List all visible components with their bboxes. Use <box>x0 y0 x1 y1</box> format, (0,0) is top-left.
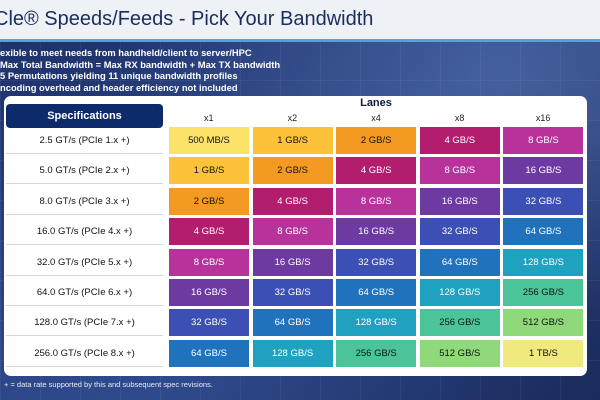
bandwidth-cell: 1 GB/S <box>169 157 249 185</box>
row-spec-label: 16.0 GT/s (PCIe 4.x +) <box>6 218 163 246</box>
lane-label-x8: x8 <box>454 113 465 123</box>
bandwidth-cell: 4 GB/S <box>169 218 249 246</box>
lane-label-x4: x4 <box>371 113 381 123</box>
bandwidth-cell: 32 GB/S <box>419 218 500 246</box>
bandwidth-cell: 32 GB/S <box>169 309 249 337</box>
row-spec-label: 2.5 GT/s (PCIe 1.x +) <box>6 127 163 154</box>
bullet-item: exible to meet needs from handheld/clien… <box>0 47 252 58</box>
bandwidth-cell: 64 GB/S <box>419 248 500 276</box>
lanes-header: Lanes <box>360 97 392 109</box>
lane-labels: x1 x2 x4 x8 x16 <box>167 113 585 125</box>
bandwidth-cell: 512 GB/S <box>503 309 584 337</box>
bandwidth-cell: 8 GB/S <box>419 157 500 185</box>
bandwidth-cell: 128 GB/S <box>252 339 333 367</box>
footnote: + = data rate supported by this and subs… <box>4 380 213 389</box>
row-spec-label: 128.0 GT/s (PCIe 7.x +) <box>6 309 163 337</box>
title-bar: Cle® Speeds/Feeds - Pick Your Bandwidth <box>0 0 600 42</box>
bullet-item: ncoding overhead and header efficiency n… <box>0 81 238 93</box>
bandwidth-cell: 64 GB/S <box>503 218 584 246</box>
bandwidth-cell: 8 GB/S <box>336 187 417 215</box>
bandwidth-cell: 2 GB/S <box>252 157 333 185</box>
bullet-item: Max Total Bandwidth = Max RX bandwidth +… <box>0 58 281 70</box>
bandwidth-cell: 16 GB/S <box>169 279 249 306</box>
bandwidth-cell: 256 GB/S <box>503 279 584 306</box>
specifications-header: Specifications <box>6 104 163 128</box>
bandwidth-cell: 8 GB/S <box>169 248 249 276</box>
row-spec-label: 8.0 GT/s (PCIe 3.x +) <box>6 188 163 215</box>
bandwidth-cell: 32 GB/S <box>336 248 417 276</box>
row-spec-label: 256.0 GT/s (PCIe 8.x +) <box>6 340 163 367</box>
bandwidth-cell: 128 GB/S <box>503 248 584 276</box>
lane-label-x1: x1 <box>204 113 214 123</box>
bandwidth-cell: 500 MB/S <box>169 127 249 154</box>
bandwidth-cell: 256 GB/S <box>419 309 500 337</box>
bandwidth-cell: 2 GB/S <box>169 187 249 215</box>
bandwidth-cell: 32 GB/S <box>252 279 333 306</box>
bandwidth-cell: 8 GB/S <box>503 127 584 154</box>
bandwidth-cell: 4 GB/S <box>419 127 500 154</box>
bandwidth-cell: 16 GB/S <box>503 157 584 185</box>
bandwidth-cell: 1 GB/S <box>252 127 333 154</box>
bandwidth-cell: 16 GB/S <box>252 248 333 276</box>
bandwidth-cell: 512 GB/S <box>419 339 500 367</box>
bandwidth-cell: 4 GB/S <box>336 157 417 185</box>
lane-label-x2: x2 <box>287 113 298 123</box>
bandwidth-cell: 1 TB/S <box>503 339 584 367</box>
bandwidth-cell: 128 GB/S <box>419 279 500 306</box>
row-spec-label: 5.0 GT/s (PCIe 2.x +) <box>6 157 163 185</box>
bandwidth-cell: 64 GB/S <box>336 279 417 306</box>
bandwidth-cell: 64 GB/S <box>252 309 333 337</box>
bandwidth-cell: 8 GB/S <box>252 218 333 246</box>
row-spec-label: 32.0 GT/s (PCIe 5.x +) <box>6 249 163 276</box>
bandwidth-cell: 64 GB/S <box>169 339 249 367</box>
bandwidth-cell: 128 GB/S <box>336 309 417 337</box>
bandwidth-cell: 4 GB/S <box>252 187 333 215</box>
bandwidth-cell: 2 GB/S <box>336 127 417 154</box>
bandwidth-cell: 16 GB/S <box>336 218 417 246</box>
slide-title: Cle® Speeds/Feeds - Pick Your Bandwidth <box>0 8 374 30</box>
bullet-list: exible to meet needs from handheld/clien… <box>0 47 600 93</box>
lane-label-x16: x16 <box>535 113 551 123</box>
row-spec-label: 64.0 GT/s (PCIe 6.x +) <box>6 279 163 306</box>
bandwidth-cell: 256 GB/S <box>336 339 417 367</box>
bullet-item: 5 Permutations yielding 11 unique bandwi… <box>0 70 238 82</box>
bandwidth-cell: 32 GB/S <box>503 187 584 215</box>
bandwidth-cell: 16 GB/S <box>419 187 500 215</box>
